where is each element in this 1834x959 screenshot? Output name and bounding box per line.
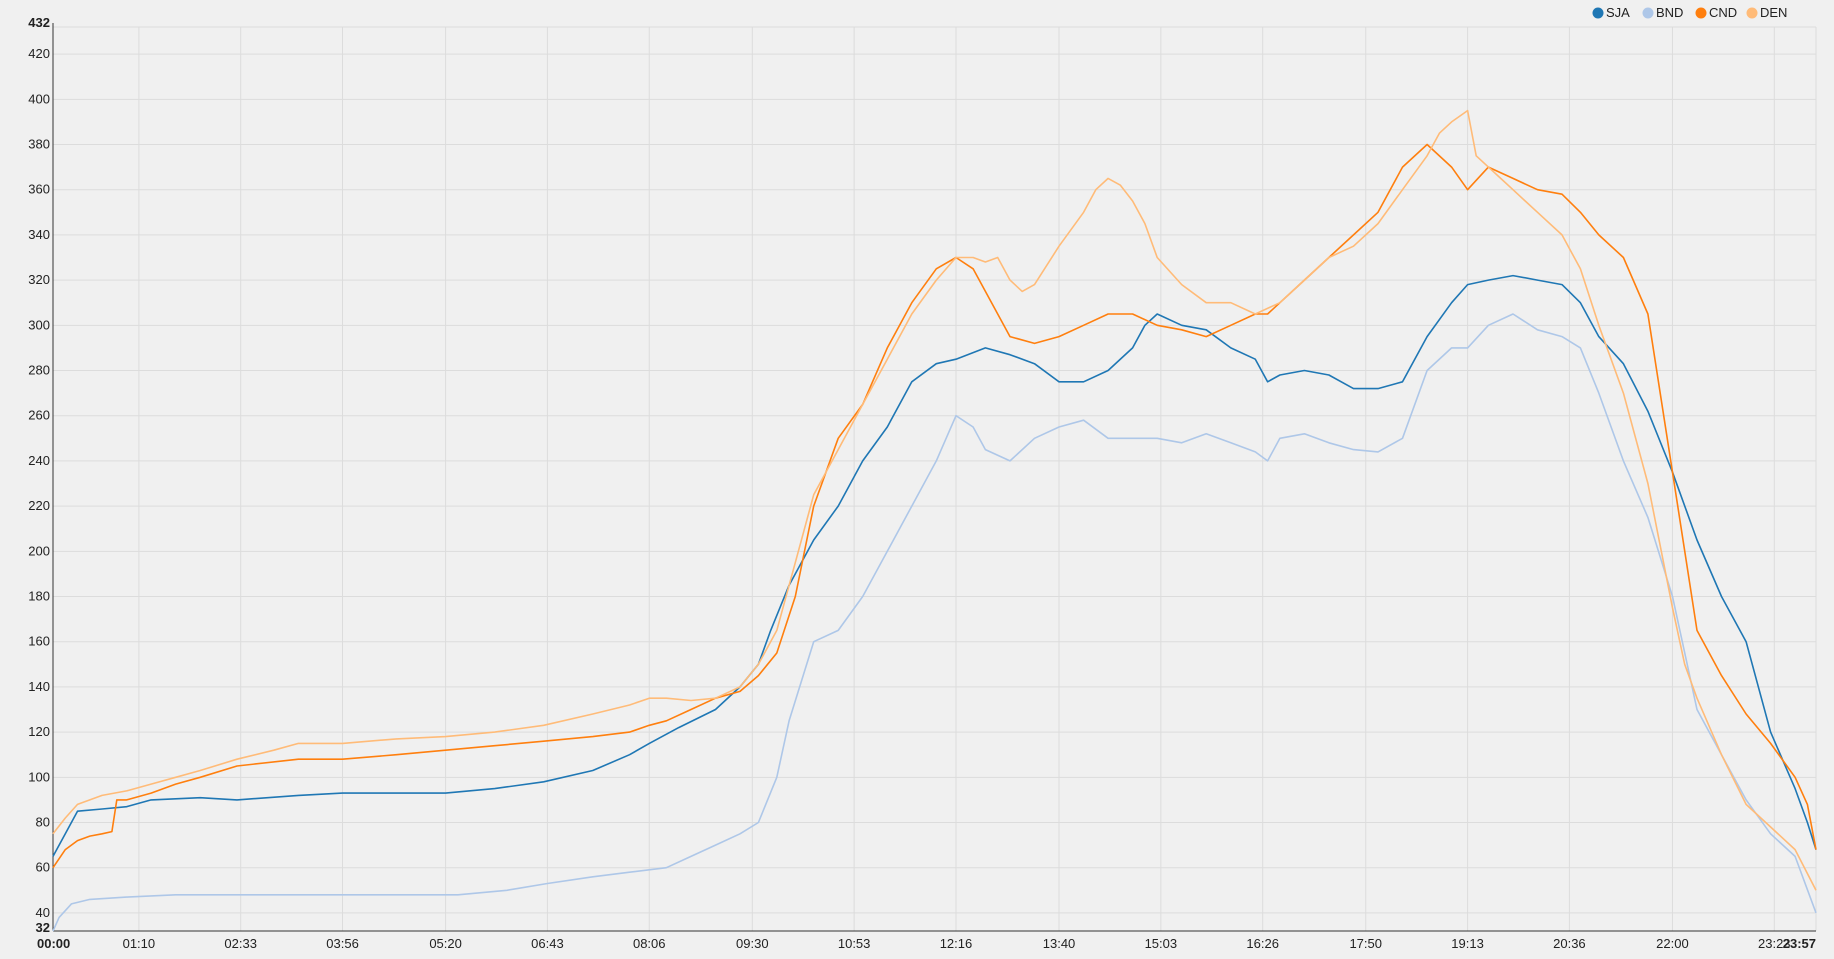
legend: SJA BND CND DEN xyxy=(1592,5,1788,20)
x-tick-label: 15:03 xyxy=(1145,936,1178,951)
series-lines xyxy=(52,109,1817,932)
grid xyxy=(53,26,1817,931)
y-tick-label: 200 xyxy=(28,543,50,558)
x-tick-label: 00:00 xyxy=(37,936,70,951)
legend-label-cnd: CND xyxy=(1709,5,1737,20)
legend-swatch-bnd xyxy=(1642,7,1654,19)
y-tick-label: 140 xyxy=(28,679,50,694)
x-tick-label: 06:43 xyxy=(531,936,564,951)
x-tick-label: 19:13 xyxy=(1451,936,1484,951)
y-tick-label: 340 xyxy=(28,227,50,242)
series-line-den[interactable] xyxy=(52,109,1817,891)
x-tick-label: 17:50 xyxy=(1349,936,1382,951)
series-line-bnd[interactable] xyxy=(52,313,1817,932)
legend-label-bnd: BND xyxy=(1656,5,1683,20)
x-tick-label: 13:40 xyxy=(1043,936,1076,951)
y-tick-label: 160 xyxy=(28,634,50,649)
y-tick-label: 432 xyxy=(28,15,50,30)
x-tick-label: 01:10 xyxy=(123,936,156,951)
legend-swatch-den xyxy=(1746,7,1758,19)
y-tick-label: 380 xyxy=(28,137,50,152)
legend-label-sja: SJA xyxy=(1606,5,1630,20)
series-line-sja[interactable] xyxy=(52,274,1817,857)
y-tick-label: 180 xyxy=(28,589,50,604)
y-tick-label: 220 xyxy=(28,498,50,513)
x-tick-label: 08:06 xyxy=(633,936,666,951)
x-tick-label: 05:20 xyxy=(429,936,462,951)
legend-item-den[interactable]: DEN xyxy=(1746,5,1788,20)
y-tick-label: 120 xyxy=(28,724,50,739)
y-tick-label: 240 xyxy=(28,453,50,468)
x-tick-label: 03:56 xyxy=(326,936,359,951)
y-tick-label: 320 xyxy=(28,272,50,287)
legend-item-cnd[interactable]: CND xyxy=(1695,5,1738,20)
y-tick-label: 100 xyxy=(28,769,50,784)
legend-label-den: DEN xyxy=(1760,5,1787,20)
legend-item-sja[interactable]: SJA xyxy=(1592,5,1631,20)
legend-swatch-cnd xyxy=(1695,7,1707,19)
y-tick-label: 32 xyxy=(36,920,50,935)
series-line-cnd[interactable] xyxy=(52,143,1817,869)
y-tick-label: 60 xyxy=(36,860,50,875)
x-tick-label: 12:16 xyxy=(940,936,973,951)
legend-swatch-sja xyxy=(1592,7,1604,19)
x-tick-label: 22:00 xyxy=(1656,936,1689,951)
y-tick-label: 420 xyxy=(28,46,50,61)
y-tick-label: 360 xyxy=(28,182,50,197)
x-tick-label: 20:36 xyxy=(1553,936,1586,951)
x-tick-label: 23:23 xyxy=(1758,936,1791,951)
x-tick-label: 09:30 xyxy=(736,936,769,951)
y-tick-label: 400 xyxy=(28,91,50,106)
legend-item-bnd[interactable]: BND xyxy=(1642,5,1684,20)
x-tick-label: 02:33 xyxy=(224,936,257,951)
y-tick-label: 280 xyxy=(28,363,50,378)
y-tick-label: 40 xyxy=(36,905,50,920)
y-tick-label: 260 xyxy=(28,408,50,423)
y-tick-label: 300 xyxy=(28,317,50,332)
x-tick-label: 16:26 xyxy=(1246,936,1279,951)
x-tick-label: 23:57 xyxy=(1783,936,1816,951)
x-tick-label: 10:53 xyxy=(838,936,871,951)
y-tick-label: 80 xyxy=(36,815,50,830)
